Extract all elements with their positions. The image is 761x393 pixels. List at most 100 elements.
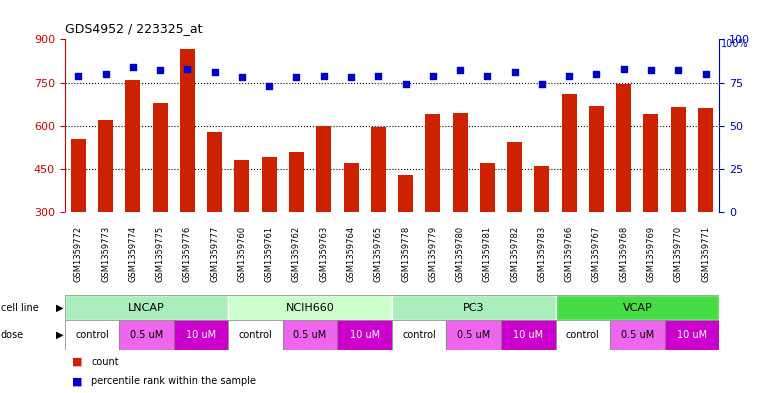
Text: GSM1359777: GSM1359777: [210, 225, 219, 282]
Text: GSM1359775: GSM1359775: [156, 226, 164, 281]
Point: [400, 81, 412, 87]
Bar: [392, 295, 556, 320]
Bar: [425, 114, 441, 212]
Bar: [153, 103, 167, 212]
Text: 10 uM: 10 uM: [677, 330, 707, 340]
Bar: [610, 320, 664, 350]
Point: [317, 72, 330, 79]
Point: [454, 67, 466, 73]
Bar: [392, 320, 447, 350]
Bar: [698, 108, 713, 212]
Text: GSM1359768: GSM1359768: [619, 225, 628, 282]
Text: GSM1359770: GSM1359770: [673, 226, 683, 281]
Bar: [262, 158, 277, 212]
Text: dose: dose: [1, 330, 24, 340]
Text: GSM1359781: GSM1359781: [483, 226, 492, 281]
Bar: [556, 320, 610, 350]
Text: GDS4952 / 223325_at: GDS4952 / 223325_at: [65, 22, 202, 35]
Text: count: count: [91, 356, 119, 367]
Text: control: control: [566, 330, 600, 340]
Text: GSM1359782: GSM1359782: [510, 226, 519, 281]
Text: VCAP: VCAP: [622, 303, 652, 312]
Text: 100%: 100%: [721, 39, 748, 49]
Bar: [480, 163, 495, 212]
Bar: [228, 320, 283, 350]
Text: 0.5 uM: 0.5 uM: [294, 330, 326, 340]
Text: GSM1359774: GSM1359774: [129, 226, 137, 281]
Bar: [343, 163, 358, 212]
Text: GSM1359766: GSM1359766: [565, 225, 574, 282]
Text: control: control: [75, 330, 109, 340]
Text: ▶: ▶: [56, 330, 63, 340]
Bar: [174, 320, 228, 350]
Point: [645, 67, 657, 73]
Text: GSM1359763: GSM1359763: [320, 225, 328, 282]
Point: [618, 66, 630, 72]
Bar: [289, 152, 304, 212]
Point: [127, 64, 139, 70]
Bar: [447, 320, 501, 350]
Bar: [98, 120, 113, 212]
Text: GSM1359783: GSM1359783: [537, 225, 546, 282]
Bar: [453, 113, 467, 212]
Point: [100, 71, 112, 77]
Point: [209, 69, 221, 75]
Bar: [371, 127, 386, 212]
Bar: [670, 107, 686, 212]
Text: GSM1359779: GSM1359779: [428, 226, 438, 281]
Text: NCIH660: NCIH660: [285, 303, 335, 312]
Text: 10 uM: 10 uM: [513, 330, 543, 340]
Text: GSM1359767: GSM1359767: [592, 225, 601, 282]
Text: 10 uM: 10 uM: [186, 330, 216, 340]
Bar: [126, 80, 140, 212]
Bar: [616, 84, 631, 212]
Text: GSM1359771: GSM1359771: [701, 226, 710, 281]
Text: GSM1359780: GSM1359780: [456, 226, 464, 281]
Bar: [556, 295, 719, 320]
Text: 10 uM: 10 uM: [349, 330, 380, 340]
Point: [236, 74, 248, 81]
Bar: [65, 295, 228, 320]
Bar: [337, 320, 392, 350]
Text: 0.5 uM: 0.5 uM: [130, 330, 163, 340]
Text: GSM1359762: GSM1359762: [292, 226, 301, 281]
Bar: [65, 320, 119, 350]
Bar: [664, 320, 719, 350]
Text: ■: ■: [72, 376, 83, 386]
Bar: [317, 126, 331, 212]
Point: [508, 69, 521, 75]
Point: [372, 72, 384, 79]
Text: GSM1359772: GSM1359772: [74, 226, 83, 281]
Text: GSM1359765: GSM1359765: [374, 226, 383, 281]
Point: [263, 83, 275, 89]
Bar: [562, 94, 577, 212]
Bar: [507, 141, 522, 212]
Text: control: control: [403, 330, 436, 340]
Text: PC3: PC3: [463, 303, 485, 312]
Point: [345, 74, 357, 81]
Text: GSM1359776: GSM1359776: [183, 225, 192, 282]
Bar: [501, 320, 556, 350]
Text: ▶: ▶: [56, 303, 63, 312]
Bar: [228, 295, 392, 320]
Bar: [534, 166, 549, 212]
Bar: [180, 50, 195, 212]
Text: 0.5 uM: 0.5 uM: [621, 330, 654, 340]
Text: percentile rank within the sample: percentile rank within the sample: [91, 376, 256, 386]
Point: [672, 67, 684, 73]
Point: [536, 81, 548, 87]
Point: [72, 72, 84, 79]
Text: GSM1359761: GSM1359761: [265, 226, 274, 281]
Bar: [283, 320, 337, 350]
Text: GSM1359760: GSM1359760: [237, 226, 247, 281]
Point: [291, 74, 303, 81]
Bar: [71, 139, 86, 212]
Point: [563, 72, 575, 79]
Text: LNCAP: LNCAP: [128, 303, 165, 312]
Bar: [119, 320, 174, 350]
Text: control: control: [239, 330, 272, 340]
Point: [427, 72, 439, 79]
Point: [154, 67, 166, 73]
Text: ■: ■: [72, 356, 83, 367]
Point: [481, 72, 493, 79]
